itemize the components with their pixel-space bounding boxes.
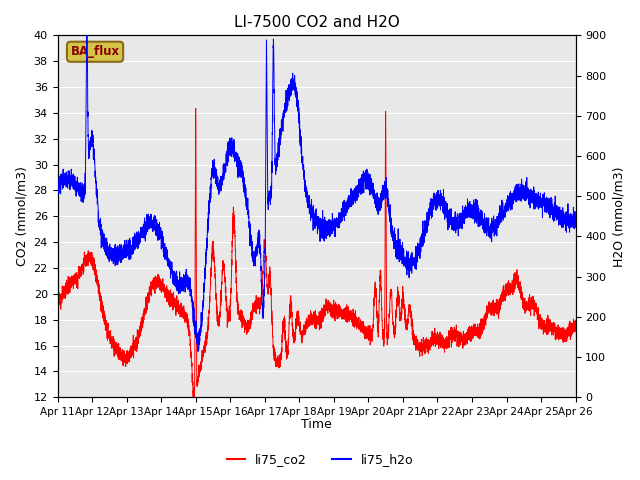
- Y-axis label: H2O (mmol/m3): H2O (mmol/m3): [612, 166, 625, 266]
- X-axis label: Time: Time: [301, 419, 332, 432]
- Y-axis label: CO2 (mmol/m3): CO2 (mmol/m3): [15, 167, 28, 266]
- Legend: li75_co2, li75_h2o: li75_co2, li75_h2o: [221, 448, 419, 471]
- Text: BA_flux: BA_flux: [70, 45, 120, 58]
- Title: LI-7500 CO2 and H2O: LI-7500 CO2 and H2O: [234, 15, 399, 30]
